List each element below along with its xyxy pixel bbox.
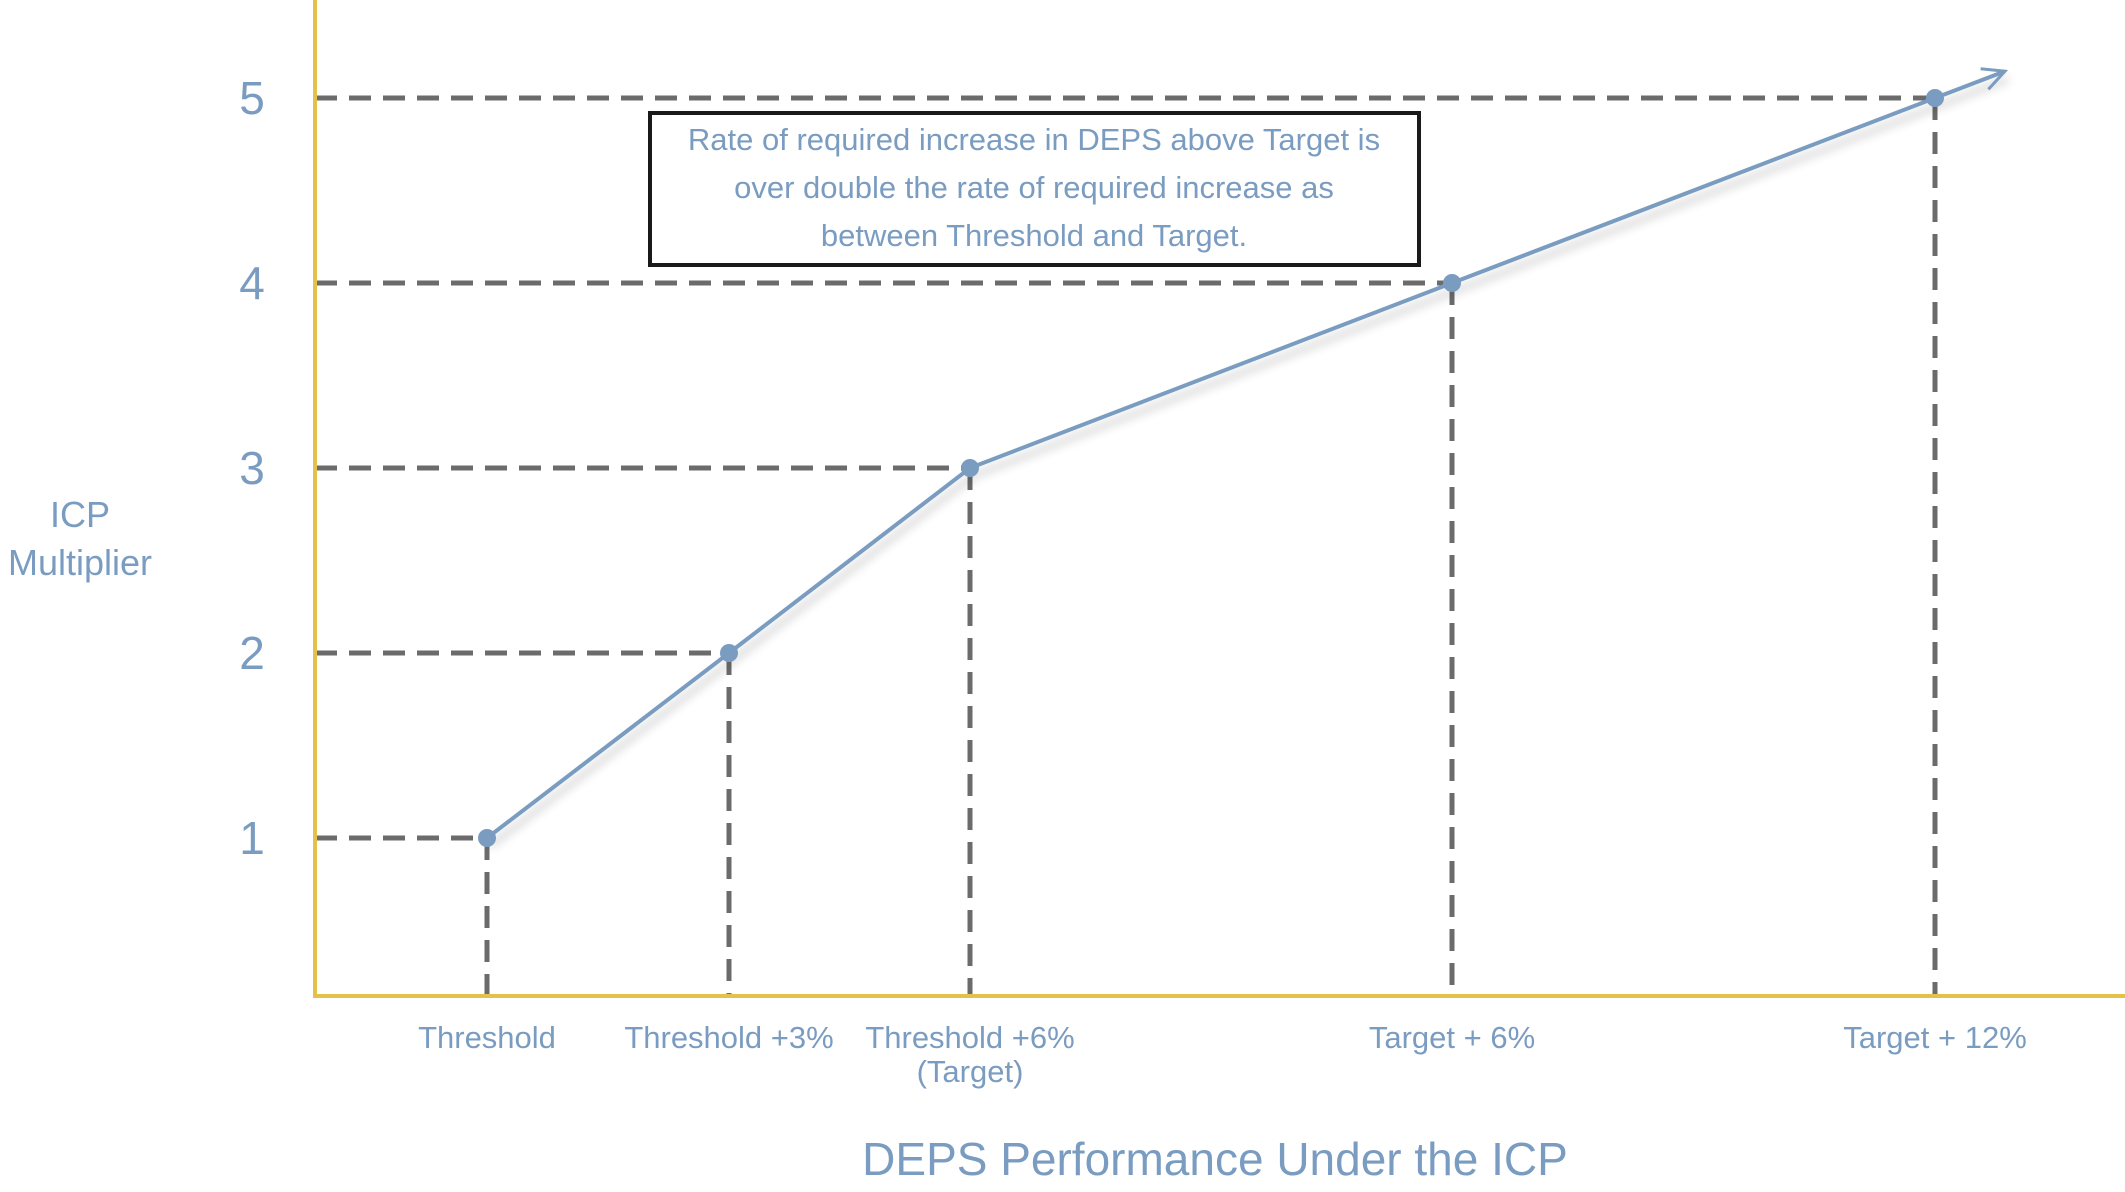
x-axis-title: DEPS Performance Under the ICP — [862, 1133, 1568, 1185]
series-layer — [478, 67, 2009, 847]
y-tick-label-4: 4 — [239, 257, 265, 309]
y-tick-label-5: 5 — [239, 72, 265, 124]
y-axis-title: ICP Multiplier — [8, 494, 152, 583]
x-tick-label-2: Threshold +3% — [624, 1020, 833, 1055]
data-point-3 — [961, 459, 979, 477]
guide-lines — [315, 95, 1938, 996]
x-tick-label-1: Threshold — [418, 1020, 556, 1055]
axis-titles: DEPS Performance Under the ICP ICP Multipl… — [8, 494, 1568, 1185]
x-tick-label-4: Target + 6% — [1369, 1020, 1535, 1055]
series-arrowhead — [1980, 67, 2009, 91]
data-point-1 — [478, 829, 496, 847]
x-tick-labels: Threshold Threshold +3% Threshold +6% (Targ… — [418, 1020, 2027, 1089]
y-tick-label-3: 3 — [239, 442, 265, 494]
y-tick-labels: 1 2 3 4 5 — [239, 72, 265, 864]
x-tick-label-3: Threshold +6% (Target) — [865, 1020, 1074, 1089]
axes — [313, 0, 2125, 998]
y-tick-label-2: 2 — [239, 627, 265, 679]
data-point-5 — [1926, 89, 1944, 107]
x-tick-label-5: Target + 12% — [1843, 1020, 2027, 1055]
series-line — [485, 69, 2006, 840]
data-point-2 — [720, 644, 738, 662]
data-point-4 — [1443, 274, 1461, 292]
annotation-text: Rate of required increase in DEPS above … — [688, 122, 1380, 253]
annotation-callout: Rate of required increase in DEPS above … — [648, 111, 1421, 267]
y-tick-label-1: 1 — [239, 812, 265, 864]
annotation-box — [648, 111, 1421, 267]
